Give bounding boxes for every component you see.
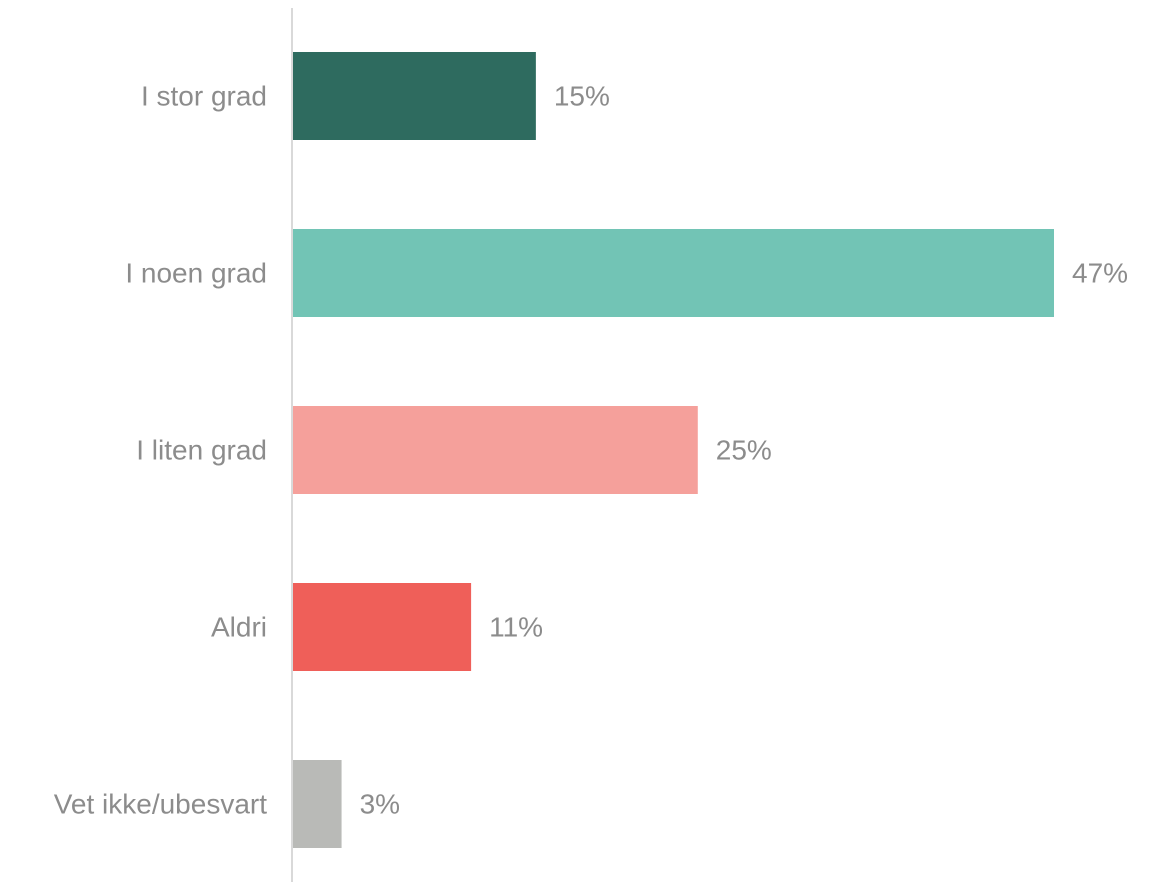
category-label-i-stor-grad: I stor grad [141, 81, 267, 112]
category-label-vet-ikke-ubesvart: Vet ikke/ubesvart [54, 789, 267, 820]
value-label-i-stor-grad: 15% [554, 81, 610, 112]
category-label-aldri: Aldri [211, 612, 267, 643]
value-label-vet-ikke-ubesvart: 3% [360, 789, 400, 820]
bar-i-noen-grad [293, 229, 1054, 317]
bars-group [293, 52, 1054, 848]
category-label-i-liten-grad: I liten grad [136, 435, 267, 466]
bar-i-stor-grad [293, 52, 536, 140]
value-label-i-liten-grad: 25% [716, 435, 772, 466]
bar-i-liten-grad [293, 406, 698, 494]
bar-vet-ikke-ubesvart [293, 760, 342, 848]
category-labels-group: I stor grad I noen grad I liten grad Aldri V… [54, 81, 267, 820]
value-label-i-noen-grad: 47% [1072, 258, 1128, 289]
value-label-aldri: 11% [489, 612, 543, 643]
category-label-i-noen-grad: I noen grad [125, 258, 267, 289]
bar-aldri [293, 583, 471, 671]
